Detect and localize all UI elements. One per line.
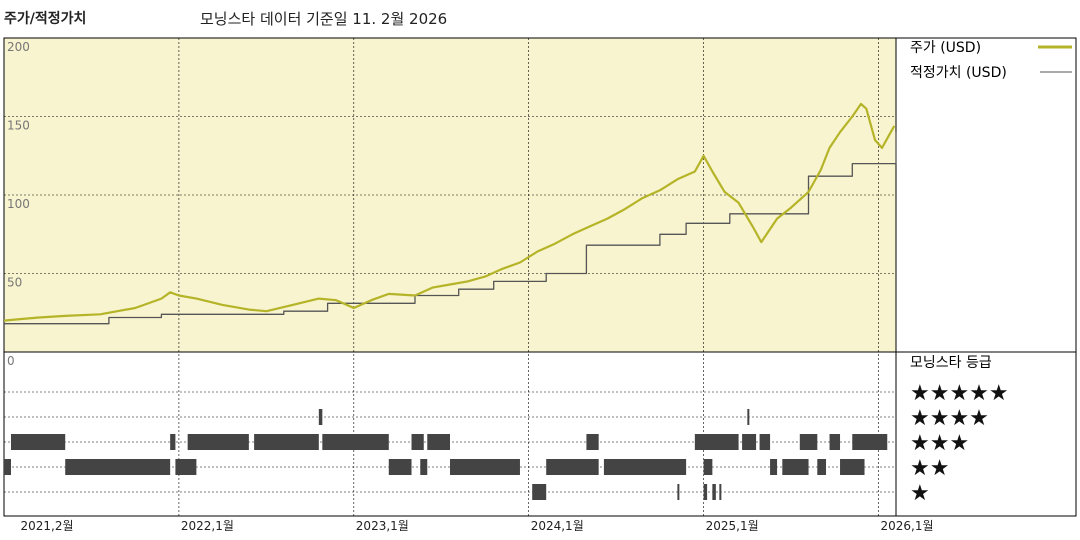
x-tick-label: 2021,2월 [21,519,74,533]
rating-bar [742,434,757,450]
rating-bars [4,409,888,500]
x-tick-label: 2024,1월 [531,519,584,533]
chart-subtitle: 모닝스타 데이터 기준일 11. 2월 2026 [200,10,448,28]
rating-bar [388,459,412,475]
y-tick-label: 100 [7,197,30,211]
rating-bar [829,434,841,450]
legend-price-label: 주가 (USD) [910,40,981,56]
rating-bar [450,459,520,475]
rating-bar [852,434,888,450]
legend-fair-value-label: 적정가치 (USD) [910,65,1007,81]
x-tick-label: 2025,1월 [706,519,759,533]
rating-title: 모닝스타 등급 [910,355,992,371]
rating-bar [65,459,171,475]
chart-title: 주가/적정가치 [4,11,87,27]
x-tick-label: 2023,1월 [356,519,409,533]
fair-value-series [4,132,897,325]
rating-bar [254,434,319,450]
x-tick-label: 2026,1월 [881,519,934,533]
rating-bar [719,484,722,500]
rating-bar [747,409,750,425]
rating-bar [318,409,323,425]
fair-value-line [4,132,897,325]
chart-frame [3,37,1077,517]
price-series [3,102,896,322]
rating-bar [586,434,599,450]
rating-bar [532,484,547,500]
rating-bar [694,434,739,450]
rating-bar [175,459,197,475]
rating-bar [712,484,716,500]
rating-stars-label: ★★★ [910,431,969,456]
y-tick-label: 150 [7,119,30,133]
rating-bar [187,434,249,450]
rating-bar [170,434,176,450]
rating-bar [10,434,66,450]
rating-bar [603,459,687,475]
rating-bar [4,459,11,475]
rating-bar [546,459,599,475]
rating-stars-label: ★ [910,481,930,506]
rating-bar [840,459,865,475]
rating-bar [427,434,450,450]
y-tick-label: 200 [7,40,30,54]
price-line [3,102,896,322]
rating-bar [703,459,713,475]
rating-bar [817,459,827,475]
rating-bar [799,434,818,450]
rating-stars-label: ★★ [910,456,949,481]
y-tick-label: 50 [7,276,22,290]
rating-bar [420,459,428,475]
rating-bar [770,459,778,475]
rating-bar [703,484,708,500]
x-tick-label: 2022,1월 [181,519,234,533]
rating-bar [322,434,389,450]
chart-labels: 0 50 100 150 200 2021,2월 2022,1월 2023,1월 2024,1월… [7,40,1009,533]
rating-bar [677,484,680,500]
rating-stars-label: ★★★★★ [910,381,1009,406]
rating-bar [411,434,424,450]
rating-stars-label: ★★★★ [910,406,989,431]
rating-bar [759,434,771,450]
y-tick-label: 0 [7,354,15,368]
rating-bar [782,459,809,475]
